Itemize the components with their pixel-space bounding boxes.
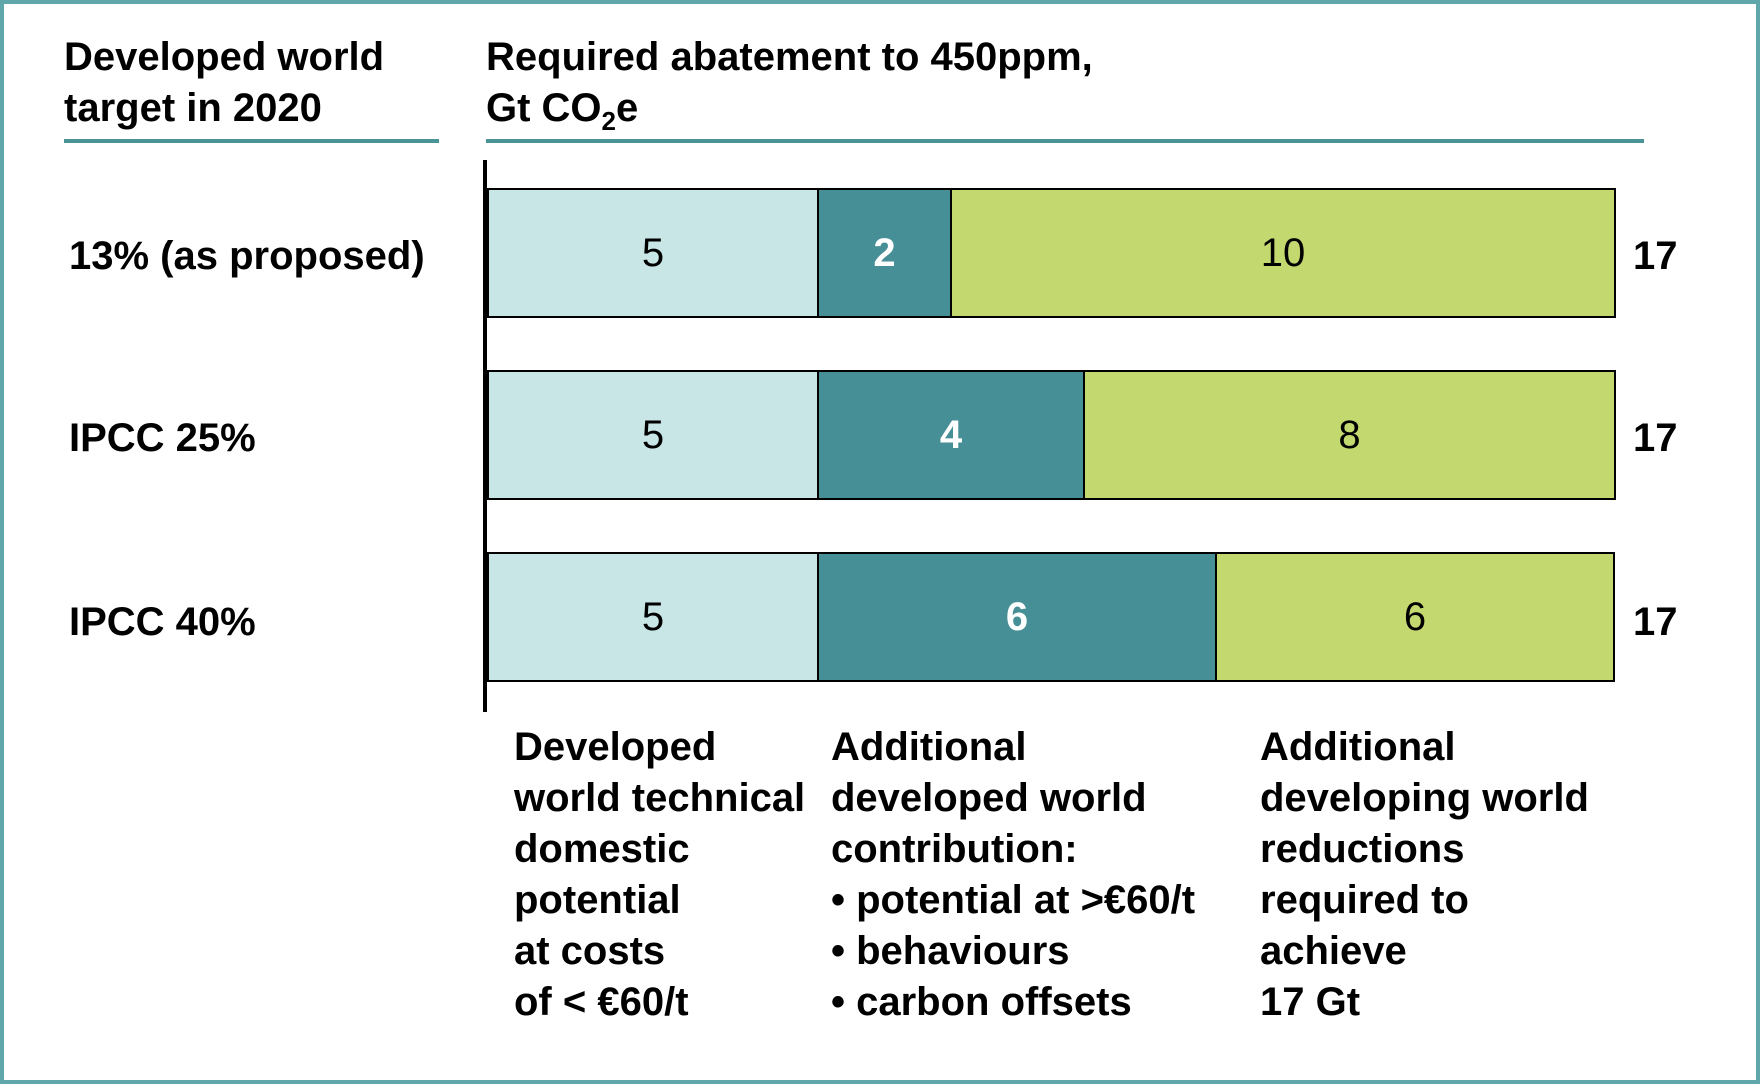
legend-line: Additional — [1260, 725, 1456, 769]
title-unit-suffix: e — [616, 86, 639, 130]
bar-segment-row-3-series-3: 6 — [1217, 552, 1615, 682]
bar-value-label: 10 — [1260, 230, 1306, 275]
legend-line: developing world — [1260, 776, 1589, 820]
legend-line: achieve — [1260, 929, 1407, 973]
legend-additional-developing: Additional developing world reductions r… — [1260, 722, 1589, 1028]
legend-line: Additional — [831, 725, 1027, 769]
bar-value-label: 5 — [641, 230, 665, 275]
row-header-line-1: Developed world — [64, 35, 385, 79]
bar-value-label: 6 — [1403, 594, 1427, 639]
legend-line: developed world — [831, 776, 1147, 820]
total-label-row-2: 17 — [1633, 416, 1678, 460]
legend-line: potential — [514, 878, 681, 922]
bar-segment-row-2-series-3: 8 — [1085, 370, 1616, 500]
bar-value-label: 6 — [1005, 594, 1029, 639]
bar-segment-row-2-series-2: 4 — [819, 370, 1085, 500]
bar-value-label: 2 — [873, 230, 896, 275]
row-header-line-2: target in 2020 — [64, 86, 322, 130]
legend-line: contribution: — [831, 827, 1078, 871]
legend-technical-potential: Developed world technical domestic poten… — [514, 722, 805, 1028]
bar-value-label: 5 — [641, 412, 665, 457]
bar-segment-row-1-series-3: 10 — [952, 188, 1616, 318]
chart-title-line-2: Gt CO2e — [486, 83, 1093, 134]
row-header: Developed world target in 2020 — [64, 32, 384, 134]
chart-title-underline — [486, 139, 1644, 143]
bar-value-label: 4 — [939, 412, 963, 457]
total-label-row-1: 17 — [1633, 234, 1678, 278]
bar-value-label: 5 — [641, 594, 665, 639]
row-label-ipcc-40: IPCC 40% — [69, 600, 256, 644]
legend-line: domestic — [514, 827, 690, 871]
legend-line: • carbon offsets — [831, 980, 1132, 1024]
bar-segment-row-2-series-1: 5 — [487, 370, 819, 500]
bar-value-label: 8 — [1338, 412, 1361, 457]
legend-additional-developed: Additional developed world contribution:… — [831, 722, 1195, 1028]
row-header-underline — [64, 139, 439, 143]
total-label-row-3: 17 — [1633, 600, 1678, 644]
bar-row-3: 5 6 6 — [487, 552, 1616, 682]
chart-title: Required abatement to 450ppm, Gt CO2e — [486, 32, 1093, 134]
chart-title-line-1: Required abatement to 450ppm, — [486, 35, 1093, 79]
legend-line: • behaviours — [831, 929, 1070, 973]
legend-line: 17 Gt — [1260, 980, 1361, 1024]
legend-line: world technical — [514, 776, 806, 820]
bar-row-1: 5 2 10 — [487, 188, 1616, 318]
legend-line: Developed — [514, 725, 717, 769]
bar-row-2: 5 4 8 — [487, 370, 1616, 500]
bar-segment-row-1-series-1: 5 — [487, 188, 819, 318]
category-axis — [483, 160, 487, 712]
legend-line: reductions — [1260, 827, 1465, 871]
row-label-13-percent: 13% (as proposed) — [69, 234, 425, 278]
row-label-ipcc-25: IPCC 25% — [69, 416, 256, 460]
legend-line: of < €60/t — [514, 980, 689, 1024]
legend-line: required to — [1260, 878, 1469, 922]
title-unit-prefix: Gt CO — [486, 86, 602, 130]
title-unit-subscript: 2 — [601, 106, 617, 136]
bar-segment-row-1-series-2: 2 — [819, 188, 952, 318]
legend-line: at costs — [514, 929, 666, 973]
bar-segment-row-3-series-2: 6 — [819, 552, 1217, 682]
bar-segment-row-3-series-1: 5 — [487, 552, 819, 682]
legend-line: • potential at >€60/t — [831, 878, 1196, 922]
